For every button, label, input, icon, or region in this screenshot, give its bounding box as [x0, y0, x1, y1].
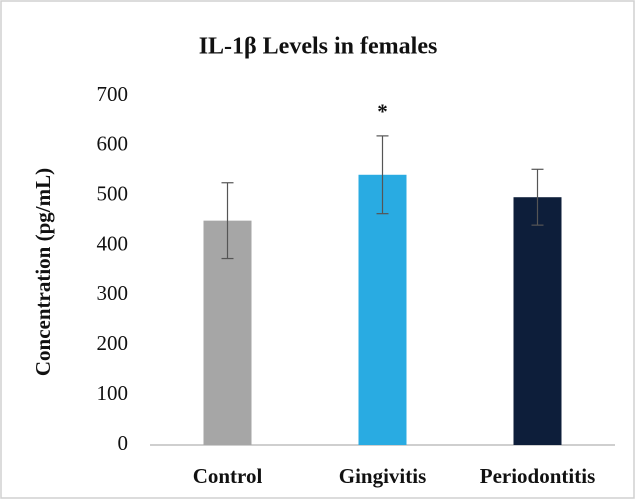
- y-tick-label: 600: [97, 132, 129, 156]
- x-tick-label: Control: [193, 464, 263, 488]
- x-tick-label: Periodontitis: [480, 464, 596, 488]
- y-tick-label: 500: [97, 182, 129, 206]
- annotation: *: [377, 100, 388, 124]
- y-tick-label: 300: [97, 281, 129, 305]
- error-bar: [221, 182, 234, 260]
- chart-title: IL-1β Levels in females: [199, 34, 438, 60]
- bar: [358, 174, 407, 445]
- y-tick-label: 700: [97, 82, 129, 106]
- error-bar: [531, 168, 544, 226]
- y-tick-label: 100: [97, 381, 129, 405]
- y-tick-label: 0: [118, 431, 129, 455]
- bar: [513, 197, 562, 445]
- y-axis-title: Concentration (pg/mL): [31, 168, 55, 376]
- y-tick-label: 400: [97, 231, 129, 255]
- error-bar: [376, 135, 389, 215]
- y-tick-label: 200: [97, 331, 129, 355]
- x-tick-label: Gingivitis: [339, 464, 427, 488]
